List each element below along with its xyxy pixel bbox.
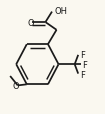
Text: OH: OH xyxy=(54,7,67,16)
Text: F: F xyxy=(80,50,85,59)
Text: F: F xyxy=(83,60,87,69)
Text: O: O xyxy=(27,18,34,27)
Text: O: O xyxy=(13,81,19,90)
Text: F: F xyxy=(80,70,85,79)
